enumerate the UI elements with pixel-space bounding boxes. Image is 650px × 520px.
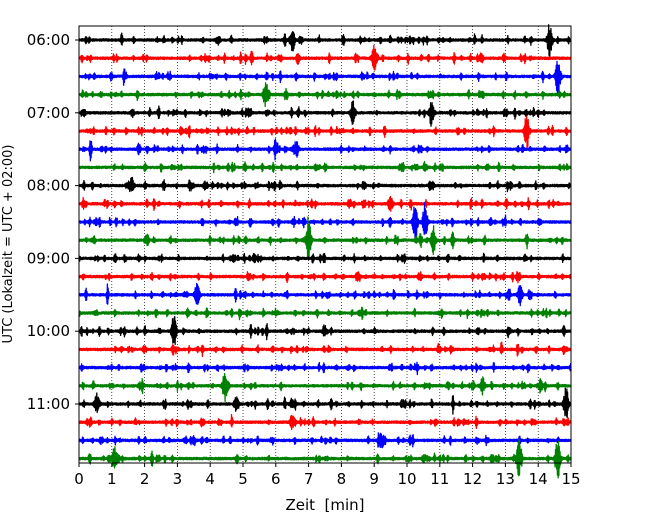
seismic-trace-09:30 [78,282,572,307]
seismic-trace-08:45 [78,216,572,259]
x-tick-label: 13 [496,470,515,488]
seismic-trace-10:30 [78,361,572,376]
seismic-trace-07:45 [78,160,572,174]
seismic-trace-10:00 [78,316,572,345]
x-tick-label: 8 [337,470,347,488]
seismic-trace-07:00 [78,100,572,127]
x-tick-label: 10 [397,470,416,488]
x-axis: 0 1 2 3 4 5 6 7 8 9 10 11 12 13 14 15 [74,463,581,488]
y-axis-label: UTC (Lokalzeit = UTC + 02:00) [1,145,16,344]
y-tick-label: 09:00 [27,249,70,267]
seismic-trace-11:00 [78,387,572,419]
seismic-trace-09:00 [78,252,572,264]
seismic-trace-11:15 [78,413,572,430]
x-tick-label: 12 [463,470,482,488]
seismic-trace-09:45 [78,306,572,321]
seismic-trace-10:45 [78,372,572,403]
seismic-trace-10:15 [78,341,572,358]
y-tick-label: 06:00 [27,31,70,49]
x-tick-label: 9 [369,470,379,488]
seismic-trace-11:45 [78,438,572,479]
x-tick-label: 7 [304,470,314,488]
x-tick-label: 15 [561,470,580,488]
plot-frame [78,25,572,464]
seismic-trace-07:15 [78,115,572,150]
x-tick-label: 14 [529,470,548,488]
x-tick-label: 4 [205,470,215,488]
x-tick-label: 5 [238,470,248,488]
x-tick-label: 0 [74,470,84,488]
seismic-trace-08:30 [78,202,572,243]
y-tick-label: 11:00 [27,395,70,413]
seismic-trace-06:15 [78,44,572,71]
traces [78,24,572,479]
grid [111,26,539,463]
y-tick-label: 10:00 [27,322,70,340]
seismic-trace-09:15 [78,270,572,284]
y-tick-label: 07:00 [27,104,70,122]
x-tick-label: 6 [271,470,281,488]
seismic-trace-11:30 [78,432,572,449]
y-axis: 06:00 07:00 08:00 09:00 10:00 11:00 [27,31,79,413]
seismic-trace-07:30 [78,138,572,162]
seismic-trace-06:30 [78,60,572,97]
seismic-trace-08:00 [78,176,572,193]
x-axis-label: Zeit [min] [285,496,364,514]
x-tick-label: 2 [140,470,150,488]
seismic-trace-08:15 [78,195,572,212]
x-tick-label: 3 [173,470,183,488]
y-tick-label: 08:00 [27,177,70,195]
x-tick-label: 11 [430,470,449,488]
seismic-trace-06:00 [78,24,572,59]
x-tick-label: 1 [107,470,117,488]
seismic-trace-06:45 [78,82,572,108]
